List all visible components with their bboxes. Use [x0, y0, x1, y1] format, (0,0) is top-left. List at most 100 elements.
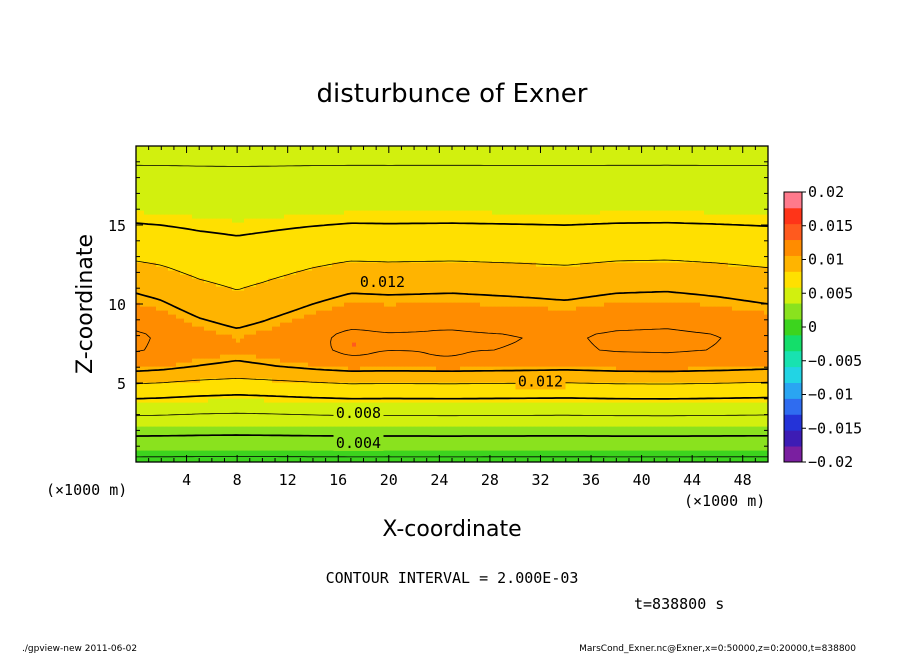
- field-cell: [504, 386, 509, 391]
- field-cell: [252, 358, 257, 363]
- field-cell: [500, 370, 505, 375]
- field-cell: [432, 398, 437, 403]
- field-cell: [736, 402, 741, 407]
- field-cell: [196, 382, 201, 387]
- field-cell: [248, 382, 253, 387]
- field-cell: [460, 446, 465, 451]
- field-cell: [268, 346, 273, 351]
- field-cell: [388, 394, 393, 399]
- field-cell: [684, 446, 689, 451]
- field-cell: [564, 350, 569, 355]
- field-cell: [400, 422, 405, 427]
- field-cell: [324, 378, 329, 383]
- field-cell: [468, 418, 473, 423]
- field-cell: [432, 426, 437, 431]
- field-cell: [308, 378, 313, 383]
- field-cell: [640, 430, 645, 435]
- field-cell: [504, 354, 509, 359]
- field-cell: [600, 410, 605, 415]
- field-cell: [632, 422, 637, 427]
- field-cell: [300, 394, 305, 399]
- field-cell: [664, 458, 669, 462]
- field-cell: [188, 410, 193, 415]
- field-cell: [448, 438, 453, 443]
- field-cell: [196, 430, 201, 435]
- field-cell: [436, 358, 441, 363]
- field-cell: [744, 350, 749, 355]
- field-cell: [300, 350, 305, 355]
- field-cell: [444, 402, 449, 407]
- field-cell: [384, 334, 389, 339]
- field-cell: [188, 378, 193, 383]
- field-cell: [672, 354, 677, 359]
- field-cell: [752, 358, 757, 363]
- field-cell: [356, 342, 361, 347]
- field-cell: [208, 370, 213, 375]
- field-cell: [748, 354, 753, 359]
- field-cell: [700, 362, 705, 367]
- field-cell: [184, 438, 189, 443]
- field-cell: [428, 410, 433, 415]
- field-cell: [320, 386, 325, 391]
- field-cell: [548, 354, 553, 359]
- field-cell: [684, 370, 689, 375]
- field-cell: [556, 410, 561, 415]
- field-cell: [548, 362, 553, 367]
- field-cell: [476, 386, 481, 391]
- field-cell: [300, 374, 305, 379]
- field-cell: [588, 346, 593, 351]
- field-cell: [520, 402, 525, 407]
- field-cell: [156, 414, 161, 419]
- field-cell: [376, 454, 381, 459]
- field-cell: [328, 426, 333, 431]
- field-cell: [196, 406, 201, 411]
- field-cell: [748, 442, 753, 447]
- field-cell: [180, 398, 185, 403]
- field-cell: [496, 438, 501, 443]
- field-cell: [244, 358, 249, 363]
- field-cell: [204, 414, 209, 419]
- field-cell: [188, 402, 193, 407]
- field-cell: [472, 362, 477, 367]
- field-cell: [260, 422, 265, 427]
- field-cell: [216, 362, 221, 367]
- field-cell: [468, 438, 473, 443]
- field-cell: [604, 374, 609, 379]
- field-cell: [164, 458, 169, 462]
- field-cell: [556, 398, 561, 403]
- field-cell: [592, 374, 597, 379]
- field-cell: [320, 370, 325, 375]
- field-cell: [152, 346, 157, 351]
- field-cell: [424, 426, 429, 431]
- field-cell: [516, 398, 521, 403]
- field-cell: [736, 454, 741, 459]
- field-cell: [388, 350, 393, 355]
- field-cell: [436, 422, 441, 427]
- field-cell: [504, 418, 509, 423]
- field-cell: [148, 342, 153, 347]
- field-cell: [432, 446, 437, 451]
- field-cell: [352, 362, 357, 367]
- field-cell: [620, 354, 625, 359]
- field-cell: [580, 354, 585, 359]
- field-cell: [420, 406, 425, 411]
- field-cell: [392, 362, 397, 367]
- field-cell: [340, 422, 345, 427]
- field-cell: [384, 458, 389, 462]
- field-cell: [472, 406, 477, 411]
- field-cell: [288, 438, 293, 443]
- field-cell: [696, 378, 701, 383]
- field-cell: [396, 334, 401, 339]
- field-cell: [388, 446, 393, 451]
- field-cell: [756, 390, 761, 395]
- field-cell: [356, 426, 361, 431]
- field-cell: [212, 418, 217, 423]
- field-cell: [572, 414, 577, 419]
- field-cell: [400, 398, 405, 403]
- field-cell: [304, 402, 309, 407]
- field-cell: [576, 442, 581, 447]
- field-cell: [236, 374, 241, 379]
- field-cell: [508, 446, 513, 451]
- field-cell: [568, 414, 573, 419]
- field-cell: [640, 458, 645, 462]
